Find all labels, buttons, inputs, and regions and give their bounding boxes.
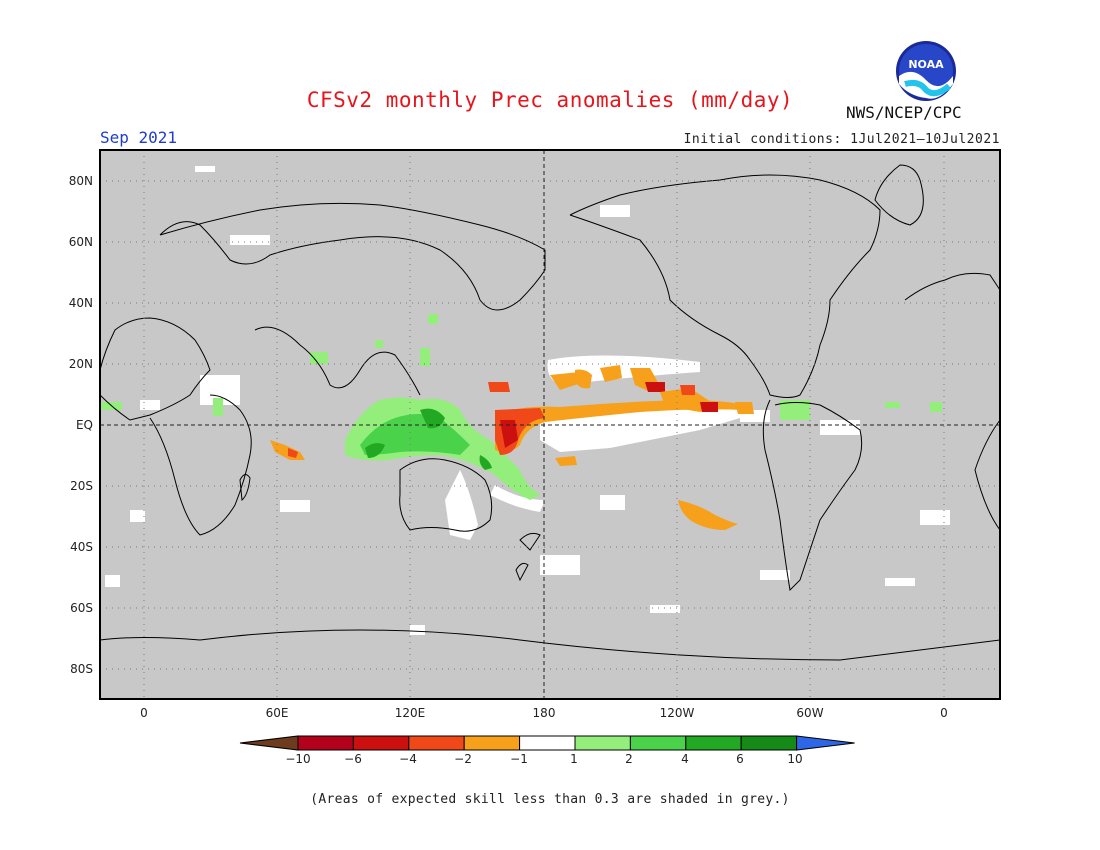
gridlines: [100, 150, 1000, 699]
map-title: CFSv2 monthly Prec anomalies (mm/day): [306, 88, 794, 112]
lat-label: EQ: [75, 418, 93, 432]
legend-arrow-low: [239, 735, 299, 751]
lon-label: 120E: [394, 706, 426, 720]
lon-label: 0: [140, 706, 148, 720]
legend-label: 10: [787, 752, 803, 766]
lat-label: 60N: [68, 235, 93, 249]
lat-label: 80S: [70, 662, 93, 676]
agency-label: NWS/NCEP/CPC: [846, 103, 962, 122]
map-content: [99, 150, 1001, 699]
legend-swatch: [352, 735, 410, 751]
legend-swatch: [519, 735, 576, 751]
initial-conditions: Initial conditions: 1Jul2021–10Jul2021: [683, 132, 1000, 147]
near-zero-patches: [105, 166, 950, 635]
legend-label: 2: [625, 752, 633, 766]
lon-label: 0: [940, 706, 948, 720]
legend-label: −6: [344, 752, 362, 766]
legend-swatch: [297, 735, 354, 751]
legend-arrow-high: [796, 735, 855, 751]
legend-swatch: [629, 735, 687, 751]
lat-label: 60S: [70, 601, 93, 615]
lat-label: 80N: [68, 174, 93, 188]
legend-swatch: [408, 735, 465, 751]
lon-label: 120W: [659, 706, 695, 720]
svg-text:NOAA: NOAA: [908, 58, 944, 71]
legend-label: 6: [736, 752, 744, 766]
legend-swatch: [463, 735, 521, 751]
legend-swatch: [685, 735, 742, 751]
legend-label: −10: [285, 752, 311, 766]
skill-footnote: (Areas of expected skill less than 0.3 a…: [310, 792, 790, 807]
lat-label: 40S: [70, 540, 93, 554]
legend-label: 1: [570, 752, 578, 766]
lon-label: 60E: [265, 706, 289, 720]
legend-swatch: [740, 735, 798, 751]
color-legend: [239, 735, 855, 751]
equator-dateline: [100, 150, 1000, 699]
legend-label: 4: [681, 752, 689, 766]
lat-label: 20N: [68, 357, 93, 371]
legend-label: −1: [510, 752, 528, 766]
forecast-month: Sep 2021: [100, 128, 178, 147]
lon-label: 60W: [796, 706, 824, 720]
lat-label: 20S: [70, 479, 93, 493]
legend-swatch: [574, 735, 631, 751]
noaa-logo: NOAA: [895, 40, 957, 102]
lat-label: 40N: [68, 296, 93, 310]
legend-label: −4: [399, 752, 417, 766]
lon-label: 180: [532, 706, 556, 720]
wet-anomaly-patches: [100, 314, 942, 500]
legend-label: −2: [454, 752, 472, 766]
dry-anomaly-patches: [270, 365, 754, 530]
map-frame: [99, 149, 1001, 700]
